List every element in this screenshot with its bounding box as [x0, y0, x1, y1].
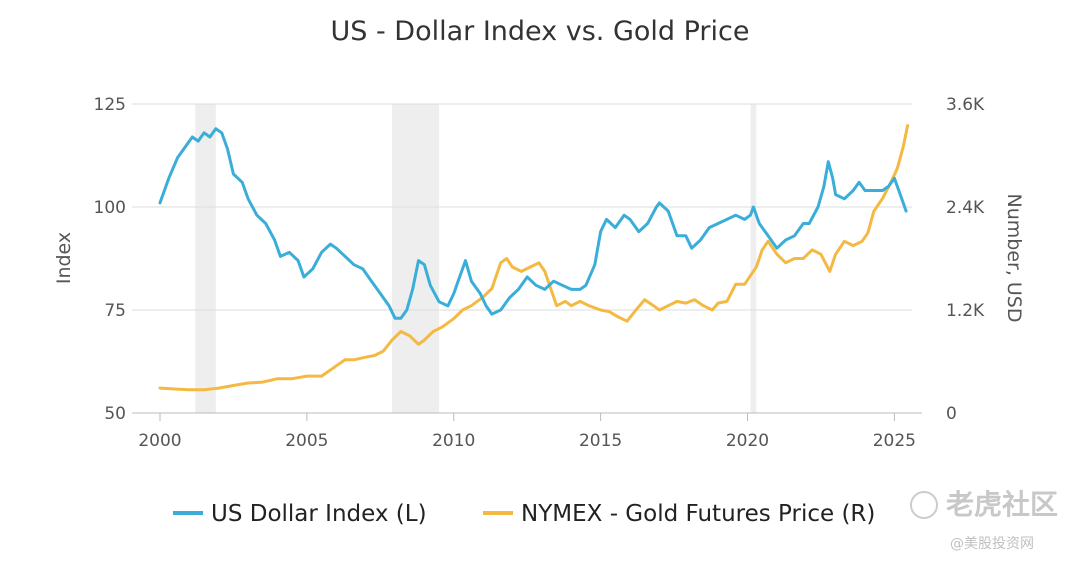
watermark-main-text: 老虎社区 [946, 488, 1058, 521]
series-lines [158, 124, 910, 392]
y-left-axis: 50 75 100 125 [94, 95, 126, 424]
legend-label-gold: NYMEX - Gold Futures Price (R) [521, 501, 875, 527]
recession-band-1 [392, 104, 440, 413]
y-right-tick-label-3: 3.6K [946, 95, 985, 115]
y-right-axis: 0 1.2K 2.4K 3.6K [946, 95, 985, 424]
legend-item-gold[interactable]: NYMEX - Gold Futures Price (R) [483, 501, 875, 527]
x-tick-label-5: 2025 [873, 431, 916, 451]
watermark-logo-icon [910, 491, 938, 519]
x-tick-label-2: 2010 [432, 431, 475, 451]
recession-band-2 [750, 104, 757, 413]
y-left-tick-label-2: 100 [94, 198, 126, 218]
y-right-tick-label-2: 2.4K [946, 198, 985, 218]
y-right-tick-label-0: 0 [946, 404, 957, 424]
series-line-dollar-index [158, 127, 908, 320]
recession-band-0 [195, 104, 216, 413]
legend-item-dollar[interactable]: US Dollar Index (L) [173, 501, 427, 527]
recession-bands [195, 104, 757, 413]
y-left-tick-label-0: 50 [104, 404, 126, 424]
x-axis: 2000 2005 2010 2015 2020 2025 [132, 412, 922, 451]
y-left-tick-label-3: 125 [94, 95, 126, 115]
legend: US Dollar Index (L) NYMEX - Gold Futures… [173, 501, 875, 527]
y-right-axis-title: Number, USD [1003, 193, 1025, 322]
y-right-tick-label-1: 1.2K [946, 301, 985, 321]
watermark: 老虎社区 @美股投资网 [910, 488, 1058, 552]
watermark-sub-text: @美股投资网 [950, 536, 1034, 552]
x-tick-label-0: 2000 [138, 431, 181, 451]
legend-label-dollar: US Dollar Index (L) [211, 501, 427, 527]
y-left-axis-title: Index [53, 232, 75, 284]
x-tick-label-1: 2005 [285, 431, 328, 451]
y-left-tick-label-1: 75 [104, 301, 126, 321]
series-line-gold-price [158, 124, 910, 392]
x-tick-label-4: 2020 [726, 431, 769, 451]
x-tick-label-3: 2015 [579, 431, 622, 451]
chart-title: US - Dollar Index vs. Gold Price [330, 16, 749, 47]
